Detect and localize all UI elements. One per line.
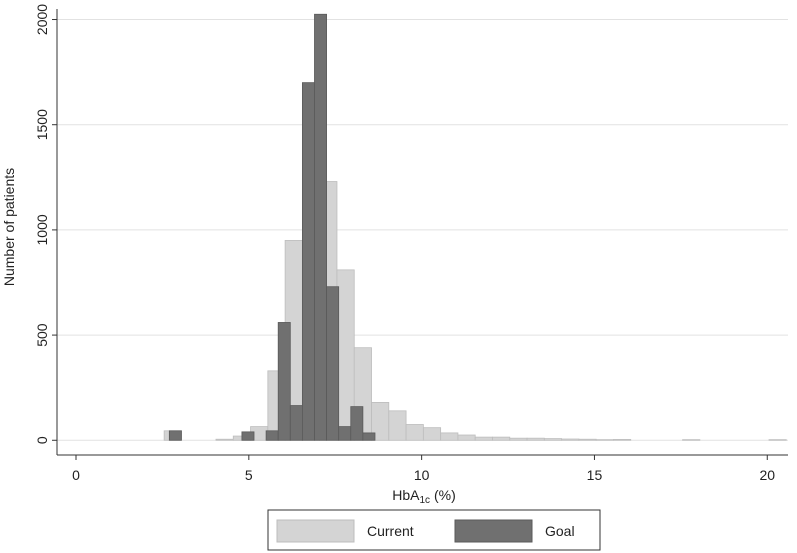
x-label-suffix: (%): [430, 487, 456, 503]
bar: [440, 432, 459, 441]
bar: [595, 439, 614, 441]
bar: [457, 434, 476, 441]
bar: [277, 322, 291, 441]
bar: [543, 438, 563, 441]
bar: [326, 286, 340, 441]
x-tick-label: 15: [587, 467, 603, 483]
bar: [289, 405, 303, 441]
bar: [422, 427, 442, 441]
bar: [405, 424, 424, 441]
bar: [350, 406, 364, 441]
bar: [492, 436, 511, 441]
bar: [338, 426, 352, 441]
bar: [578, 438, 597, 441]
bar: [265, 430, 279, 441]
x-label-main: HbA: [392, 487, 420, 503]
bar: [768, 439, 787, 441]
bar: [388, 410, 407, 441]
x-tick-label: 20: [759, 467, 775, 483]
x-tick-label: 5: [245, 467, 253, 483]
bar: [682, 439, 701, 441]
bar: [362, 432, 376, 441]
legend-label: Goal: [545, 523, 575, 539]
bar: [509, 437, 528, 441]
y-axis-label: Number of patients: [1, 168, 17, 286]
x-label-subscript: 1c: [420, 495, 431, 506]
x-axis-label: HbA1c (%): [392, 487, 455, 506]
legend-swatch: [454, 519, 533, 543]
bar: [215, 438, 234, 441]
bar: [613, 439, 632, 441]
y-tick-label: 1500: [34, 109, 50, 140]
y-tick-label: 1000: [34, 214, 50, 245]
bar: [474, 436, 493, 441]
bar: [526, 437, 545, 441]
bar: [241, 431, 255, 441]
y-tick-label: 2000: [34, 4, 50, 35]
legend-swatch: [276, 519, 355, 543]
bar: [168, 430, 182, 441]
x-tick-label: 0: [72, 467, 80, 483]
x-tick-label: 10: [414, 467, 430, 483]
bar: [561, 438, 580, 441]
y-tick-label: 500: [34, 323, 50, 347]
bar: [314, 13, 327, 441]
bar: [301, 82, 315, 441]
legend-label: Current: [367, 523, 414, 539]
y-tick-label: 0: [34, 436, 50, 444]
